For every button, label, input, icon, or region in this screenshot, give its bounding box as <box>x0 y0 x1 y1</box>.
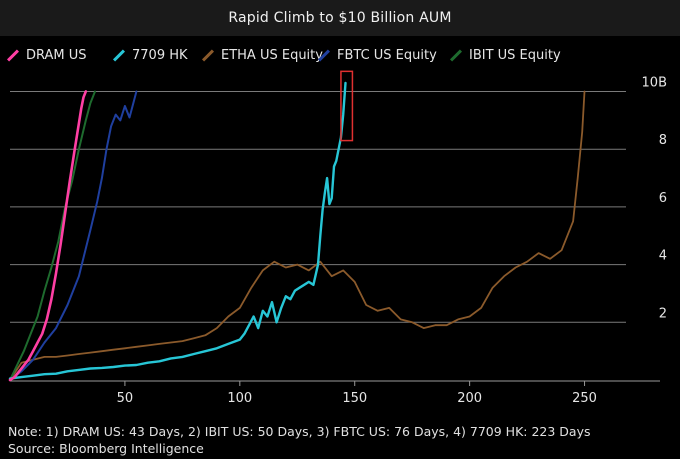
x-tick-label-200: 200 <box>457 391 482 406</box>
legend-label: IBIT US Equity <box>469 48 561 63</box>
chart-note: Note: 1) DRAM US: 43 Days, 2) IBIT US: 5… <box>8 424 591 439</box>
chart-title: Rapid Climb to $10 Billion AUM <box>228 10 452 26</box>
legend-item-dram-us: DRAM US <box>6 48 87 63</box>
x-tick-label-250: 250 <box>572 391 597 406</box>
title-bar: Rapid Climb to $10 Billion AUM <box>0 0 680 36</box>
series-line-dram-us <box>8 90 88 382</box>
legend-item-etha-us-equity: ETHA US Equity <box>201 48 323 63</box>
legend-label: FBTC US Equity <box>337 48 437 63</box>
legend-item-7709-hk: 7709 HK <box>112 48 188 63</box>
y-tick-label-4: 4 <box>659 249 667 264</box>
series-line-fbtc-us-equity <box>9 90 138 381</box>
legend-label: ETHA US Equity <box>221 48 323 63</box>
legend-label: 7709 HK <box>132 48 188 63</box>
highlight-box <box>340 70 354 142</box>
series-line-ibit-us-equity <box>9 90 96 381</box>
legend-item-ibit-us-equity: IBIT US Equity <box>449 48 561 63</box>
legend: DRAM US 7709 HK ETHA US Equity FBTC US Equi… <box>6 48 666 66</box>
chart-source: Source: Bloomberg Intelligence <box>8 441 204 456</box>
y-tick-label-10B: 10B <box>642 76 667 91</box>
y-tick-label-6: 6 <box>659 191 667 206</box>
y-tick-label-2: 2 <box>659 306 667 321</box>
series-line-etha-us-equity <box>9 90 586 381</box>
x-tick-label-100: 100 <box>227 391 252 406</box>
x-tick-label-50: 50 <box>117 391 134 406</box>
legend-label: DRAM US <box>26 48 87 63</box>
x-tick-label-150: 150 <box>342 391 367 406</box>
series-line-7709-hk <box>8 81 347 380</box>
y-tick-label-8: 8 <box>659 133 667 148</box>
legend-item-fbtc-us-equity: FBTC US Equity <box>317 48 437 63</box>
